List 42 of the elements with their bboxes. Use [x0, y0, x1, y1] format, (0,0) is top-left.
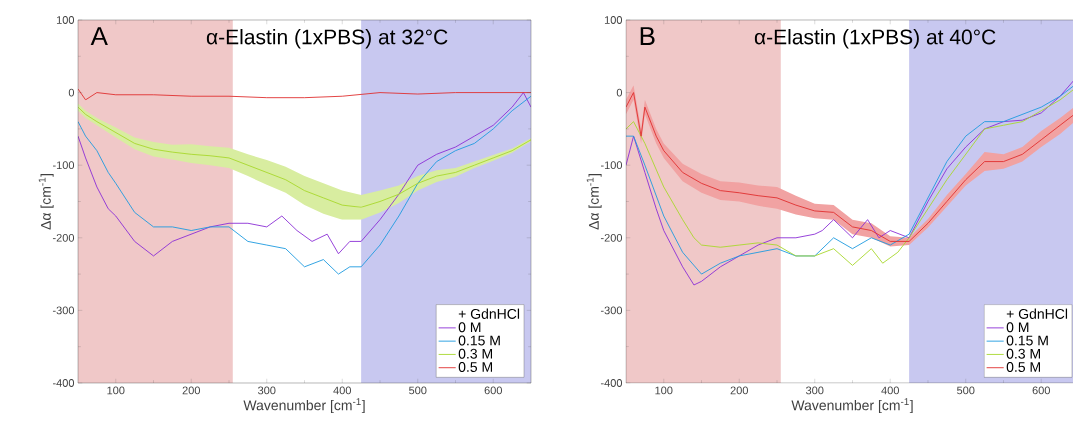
y-tick-label: -300: [52, 306, 75, 315]
x-tick-label: 500: [957, 386, 975, 395]
y-axis-title: Δα [cm$^{-1}$]: [586, 174, 602, 230]
y-tick-label: -300: [600, 306, 623, 315]
legend-label: 0 M: [458, 322, 481, 333]
x-tick-label: 100: [655, 386, 673, 395]
legend-label: 0.15 M: [458, 335, 500, 346]
x-tick-label: 400: [333, 386, 351, 395]
x-tick-label: 500: [409, 386, 427, 395]
x-tick-label: 400: [881, 386, 899, 395]
x-tick-label: 200: [730, 386, 748, 395]
x-axis-title: Wavenumber [cm$^{-1}$]: [243, 398, 365, 414]
y-tick-label: 100: [56, 16, 75, 24]
x-tick-label: 100: [107, 386, 125, 395]
y-tick-label: -400: [52, 379, 75, 387]
legend-label: 0.5 M: [1006, 362, 1040, 372]
legend-label: 0.15 M: [1006, 335, 1048, 346]
x-tick-label: 600: [484, 386, 502, 395]
y-axis-title: Δα [cm$^{-1}$]: [38, 174, 54, 230]
y-tick-label: 0: [68, 88, 75, 97]
legend-label: 0.3 M: [458, 348, 493, 359]
legend-title: + GdnHCl: [1006, 308, 1068, 319]
y-tick-label: -100: [600, 161, 623, 170]
y-tick-label: -100: [52, 161, 75, 170]
y-tick-label: 100: [604, 16, 623, 24]
legend-label: 0.5 M: [458, 362, 493, 372]
y-tick-label: -200: [52, 233, 75, 242]
legend-label: 0.3 M: [1006, 348, 1040, 359]
legend-label: 0 M: [1006, 322, 1029, 333]
x-tick-label: 300: [258, 386, 276, 395]
y-tick-label: 0: [616, 88, 623, 97]
x-tick-label: 600: [1032, 386, 1050, 395]
y-tick-label: -200: [600, 233, 623, 242]
chart-title: α-Elastin (1xPBS) at 40°C: [754, 28, 996, 49]
annotation: A: [90, 27, 108, 46]
x-tick-label: 300: [806, 386, 824, 395]
annotation: B: [640, 27, 655, 46]
y-tick-label: -400: [600, 379, 623, 387]
legend-title: + GdnHCl: [458, 308, 520, 319]
chart-title: α-Elastin (1xPBS) at 32°C: [206, 28, 448, 49]
x-tick-label: 200: [182, 386, 200, 395]
x-axis-title: Wavenumber [cm$^{-1}$]: [791, 398, 913, 414]
